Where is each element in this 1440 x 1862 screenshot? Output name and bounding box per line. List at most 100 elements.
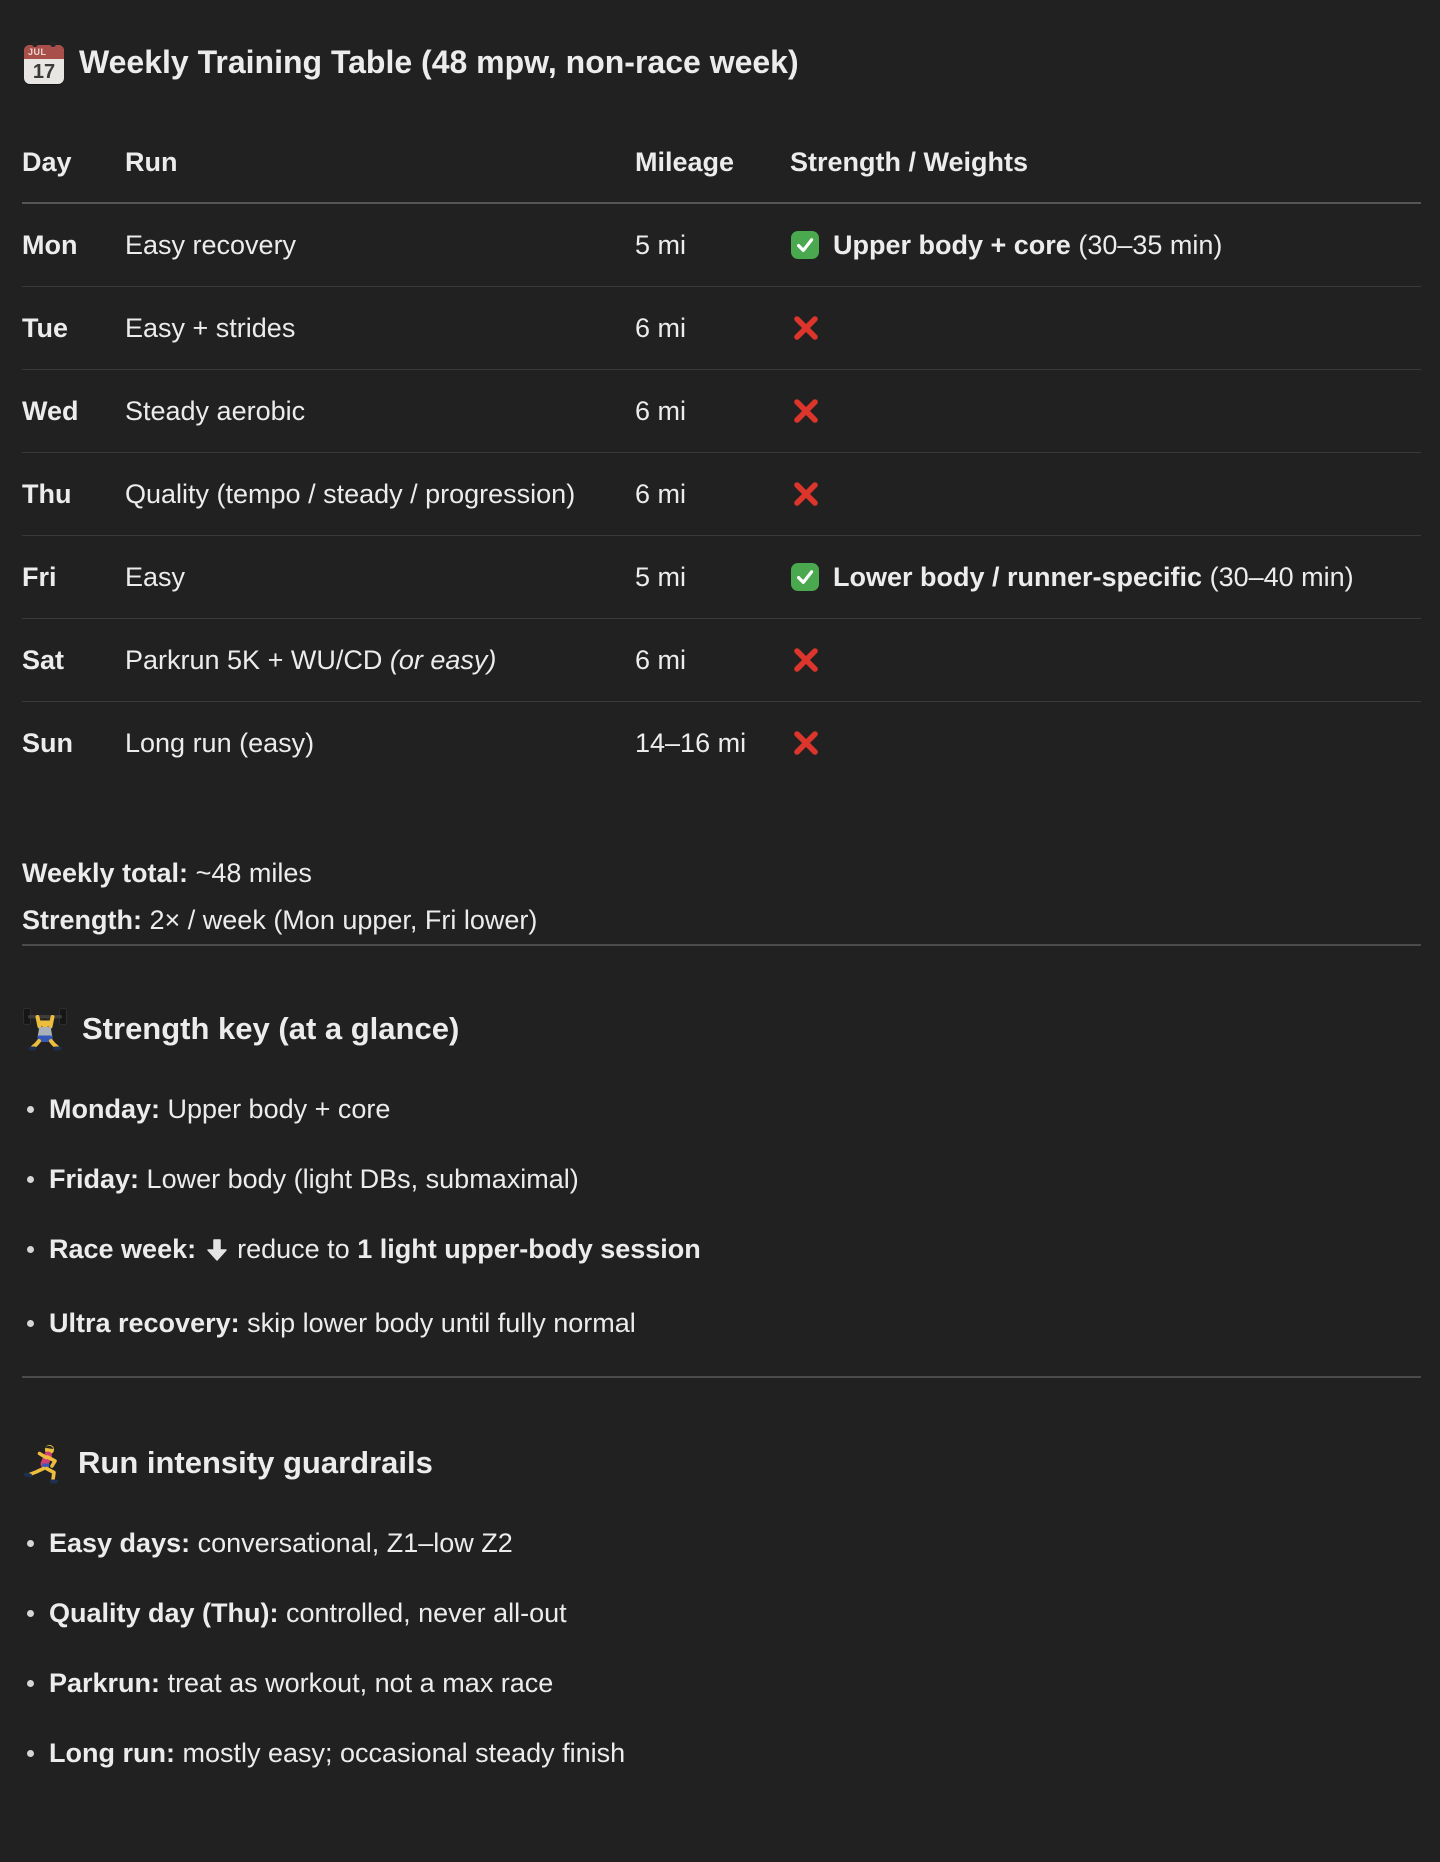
strength-cell	[790, 370, 1421, 452]
strength-key-heading-text: Strength key (at a glance)	[82, 1011, 460, 1046]
run-cell: Easy recovery	[125, 230, 297, 260]
down-arrow-icon	[206, 1236, 228, 1270]
table-row: Thu Quality (tempo / steady / progressio…	[22, 453, 1421, 536]
training-table: Day Run Mileage Strength / Weights Mon E…	[22, 120, 1421, 784]
run-cell: Steady aerobic	[125, 396, 306, 426]
day-cell: Tue	[22, 313, 68, 343]
section-divider	[22, 1376, 1421, 1378]
page-title-text: Weekly Training Table (48 mpw, non-race …	[79, 44, 799, 80]
strength-cell	[790, 619, 1421, 701]
day-cell: Mon	[22, 230, 78, 260]
list-item: Easy days: conversational, Z1–low Z2	[22, 1526, 1421, 1560]
list-item: Monday: Upper body + core	[22, 1092, 1421, 1126]
calendar-month: JUL	[24, 45, 64, 59]
calendar-day: 17	[32, 60, 56, 83]
runner-icon	[22, 1442, 64, 1484]
cross-mark-icon	[790, 395, 822, 427]
table-row: Wed Steady aerobic 6 mi	[22, 370, 1421, 453]
mileage-cell: 6 mi	[635, 396, 687, 426]
list-item-text: mostly easy; occasional steady finish	[182, 1738, 626, 1768]
list-item-label: Monday:	[49, 1094, 160, 1124]
list-item-label: Parkrun:	[49, 1668, 161, 1698]
strength-key-list: Monday: Upper body + core Friday: Lower …	[22, 1092, 1421, 1340]
list-item-label: Easy days:	[49, 1528, 191, 1558]
column-header-mileage: Mileage	[635, 147, 735, 177]
run-cell: Easy + strides	[125, 313, 296, 343]
column-header-strength: Strength / Weights	[790, 147, 1029, 177]
list-item-label: Friday:	[49, 1164, 140, 1194]
day-cell: Fri	[22, 562, 57, 592]
list-item: Race week: reduce to 1 light upper-body …	[22, 1232, 1421, 1270]
weekly-total-line: Weekly total: ~48 miles	[22, 850, 1421, 897]
calendar-icon: JUL 17	[22, 39, 66, 85]
run-cell: Quality (tempo / steady / progression)	[125, 479, 576, 509]
list-item-text: Lower body (light DBs, submaximal)	[146, 1164, 579, 1194]
strength-detail: (30–35 min)	[1078, 230, 1223, 260]
strength-title: Upper body + core	[833, 230, 1071, 260]
check-mark-icon	[790, 562, 820, 592]
list-item-text: controlled, never all-out	[286, 1598, 567, 1628]
table-row: Sun Long run (easy) 14–16 mi	[22, 702, 1421, 784]
list-item-label: Long run:	[49, 1738, 175, 1768]
section-divider	[22, 944, 1421, 946]
run-cell: Long run (easy)	[125, 728, 315, 758]
cross-mark-icon	[790, 312, 822, 344]
strength-cell	[790, 702, 1421, 784]
day-cell: Sun	[22, 728, 73, 758]
weightlifter-icon	[22, 1006, 68, 1052]
column-header-day: Day	[22, 147, 72, 177]
list-item: Friday: Lower body (light DBs, submaxima…	[22, 1162, 1421, 1196]
list-item: Quality day (Thu): controlled, never all…	[22, 1596, 1421, 1630]
mileage-cell: 5 mi	[635, 230, 687, 260]
table-row: Sat Parkrun 5K + WU/CD (or easy) 6 mi	[22, 619, 1421, 702]
cross-mark-icon	[790, 644, 822, 676]
mileage-cell: 5 mi	[635, 562, 687, 592]
list-item-text: skip lower body until fully normal	[247, 1308, 636, 1338]
list-item: Long run: mostly easy; occasional steady…	[22, 1736, 1421, 1770]
document-page: JUL 17 Weekly Training Table (48 mpw, no…	[22, 38, 1421, 1770]
strength-summary-label: Strength:	[22, 905, 142, 935]
check-mark-icon	[790, 230, 820, 260]
list-item-label: Quality day (Thu):	[49, 1598, 279, 1628]
strength-summary-line: Strength: 2× / week (Mon upper, Fri lowe…	[22, 897, 1421, 944]
cross-mark-icon	[790, 727, 822, 759]
strength-cell	[790, 287, 1421, 369]
table-row: Fri Easy 5 mi Lower body / runner-specif…	[22, 536, 1421, 619]
guardrails-heading: Run intensity guardrails	[22, 1440, 1421, 1486]
list-item-label: Race week:	[49, 1234, 197, 1264]
run-cell: Parkrun 5K + WU/CD (or easy)	[125, 645, 497, 675]
strength-cell	[790, 453, 1421, 535]
strength-detail: (30–40 min)	[1209, 562, 1354, 592]
strength-cell: Upper body + core (30–35 min)	[790, 204, 1421, 286]
table-body: Mon Easy recovery 5 mi Upper body + core…	[22, 204, 1421, 784]
page-title: JUL 17 Weekly Training Table (48 mpw, no…	[22, 38, 1421, 86]
list-item-bold-tail: 1 light upper-body session	[357, 1234, 701, 1264]
weekly-summary: Weekly total: ~48 miles Strength: 2× / w…	[22, 850, 1421, 944]
strength-key-heading: Strength key (at a glance)	[22, 1006, 1421, 1052]
table-header-row: Day Run Mileage Strength / Weights	[22, 120, 1421, 204]
list-item-label: Ultra recovery:	[49, 1308, 240, 1338]
column-header-run: Run	[125, 147, 178, 177]
weekly-total-value: ~48 miles	[195, 858, 312, 888]
list-item: Parkrun: treat as workout, not a max rac…	[22, 1666, 1421, 1700]
day-cell: Wed	[22, 396, 79, 426]
day-cell: Thu	[22, 479, 72, 509]
list-item: Ultra recovery: skip lower body until fu…	[22, 1306, 1421, 1340]
mileage-cell: 6 mi	[635, 645, 687, 675]
mileage-cell: 14–16 mi	[635, 728, 747, 758]
strength-title: Lower body / runner-specific	[833, 562, 1203, 592]
mileage-cell: 6 mi	[635, 313, 687, 343]
guardrails-heading-text: Run intensity guardrails	[78, 1445, 433, 1480]
guardrails-list: Easy days: conversational, Z1–low Z2 Qua…	[22, 1526, 1421, 1770]
list-item-text: Upper body + core	[167, 1094, 391, 1124]
list-item-text: conversational, Z1–low Z2	[197, 1528, 513, 1558]
strength-summary-value: 2× / week (Mon upper, Fri lower)	[149, 905, 538, 935]
table-row: Tue Easy + strides 6 mi	[22, 287, 1421, 370]
strength-cell: Lower body / runner-specific (30–40 min)	[790, 536, 1421, 618]
list-item-text: reduce to	[237, 1234, 350, 1264]
cross-mark-icon	[790, 478, 822, 510]
day-cell: Sat	[22, 645, 65, 675]
weekly-total-label: Weekly total:	[22, 858, 189, 888]
list-item-text: treat as workout, not a max race	[167, 1668, 554, 1698]
run-note: (or easy)	[389, 645, 497, 675]
